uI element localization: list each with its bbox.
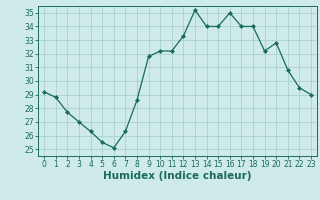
X-axis label: Humidex (Indice chaleur): Humidex (Indice chaleur) [103,171,252,181]
